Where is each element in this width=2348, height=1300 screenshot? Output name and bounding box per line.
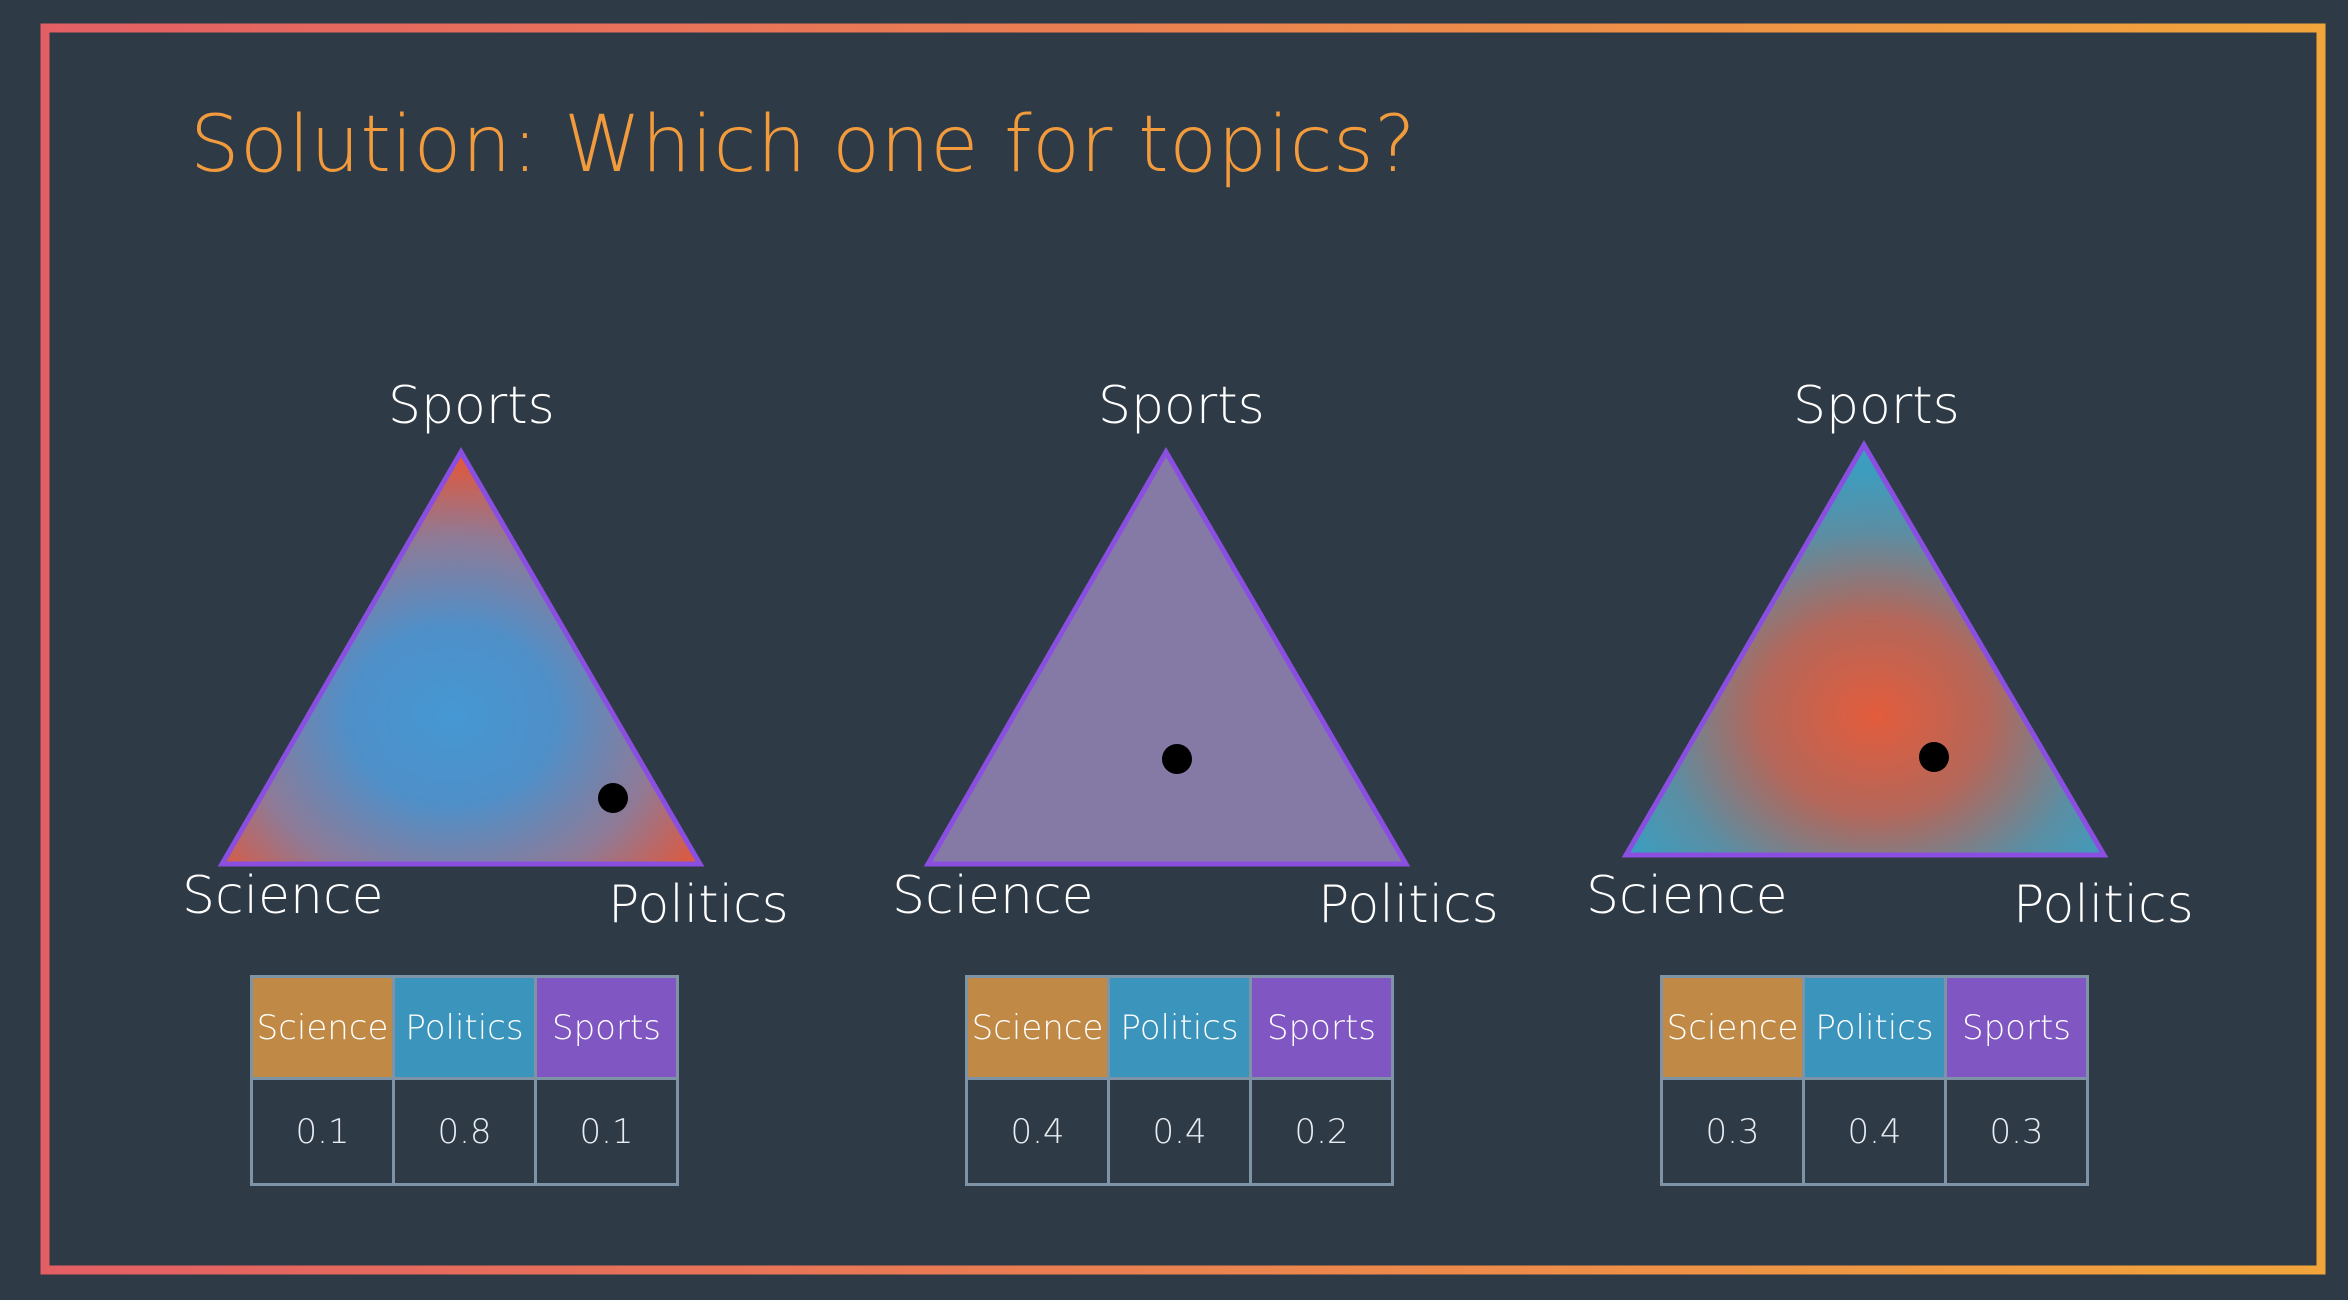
frame-border: [40, 23, 2326, 1275]
sample-dot-2: [1162, 744, 1192, 774]
simplex-triangle-3: [1621, 440, 2109, 858]
probability-table-2: Science Politics Sports 0.4 0.4 0.2: [965, 975, 1394, 1186]
header-science: Science: [965, 975, 1110, 1080]
header-science: Science: [250, 975, 395, 1080]
value-science: 0.1: [250, 1077, 395, 1186]
probability-table-1: Science Politics Sports 0.1 0.8 0.1: [250, 975, 679, 1186]
value-politics: 0.4: [1802, 1077, 1947, 1186]
sample-dot-1: [598, 783, 628, 813]
header-sports: Sports: [1944, 975, 2089, 1080]
value-politics: 0.4: [1107, 1077, 1252, 1186]
sample-dot-3: [1919, 742, 1949, 772]
value-sports: 0.3: [1944, 1077, 2089, 1186]
vertex-label-science-1: Science: [182, 866, 384, 926]
vertex-label-sports-3: Sports: [1793, 376, 1960, 436]
value-politics: 0.8: [392, 1077, 537, 1186]
value-sports: 0.2: [1249, 1077, 1394, 1186]
header-sports: Sports: [534, 975, 679, 1080]
vertex-label-sports-2: Sports: [1098, 376, 1265, 436]
vertex-label-politics-2: Politics: [1318, 875, 1499, 935]
simplex-triangle-2: [923, 447, 1411, 867]
vertex-label-sports-1: Sports: [388, 376, 555, 436]
header-sports: Sports: [1249, 975, 1394, 1080]
slide-title: Solution: Which one for topics?: [190, 100, 1417, 190]
value-science: 0.3: [1660, 1077, 1805, 1186]
vertex-label-science-3: Science: [1586, 866, 1788, 926]
value-sports: 0.1: [534, 1077, 679, 1186]
vertex-label-politics-1: Politics: [608, 875, 789, 935]
simplex-panel-1: [217, 447, 705, 867]
header-politics: Politics: [1802, 975, 1947, 1080]
header-politics: Politics: [392, 975, 537, 1080]
header-politics: Politics: [1107, 975, 1252, 1080]
simplex-triangle-1: [217, 447, 705, 867]
header-science: Science: [1660, 975, 1805, 1080]
probability-table-3: Science Politics Sports 0.3 0.4 0.3: [1660, 975, 2089, 1186]
vertex-label-politics-3: Politics: [2013, 875, 2194, 935]
vertex-label-science-2: Science: [892, 866, 1094, 926]
simplex-panel-3: [1621, 440, 2109, 858]
value-science: 0.4: [965, 1077, 1110, 1186]
simplex-panel-2: [923, 447, 1411, 867]
